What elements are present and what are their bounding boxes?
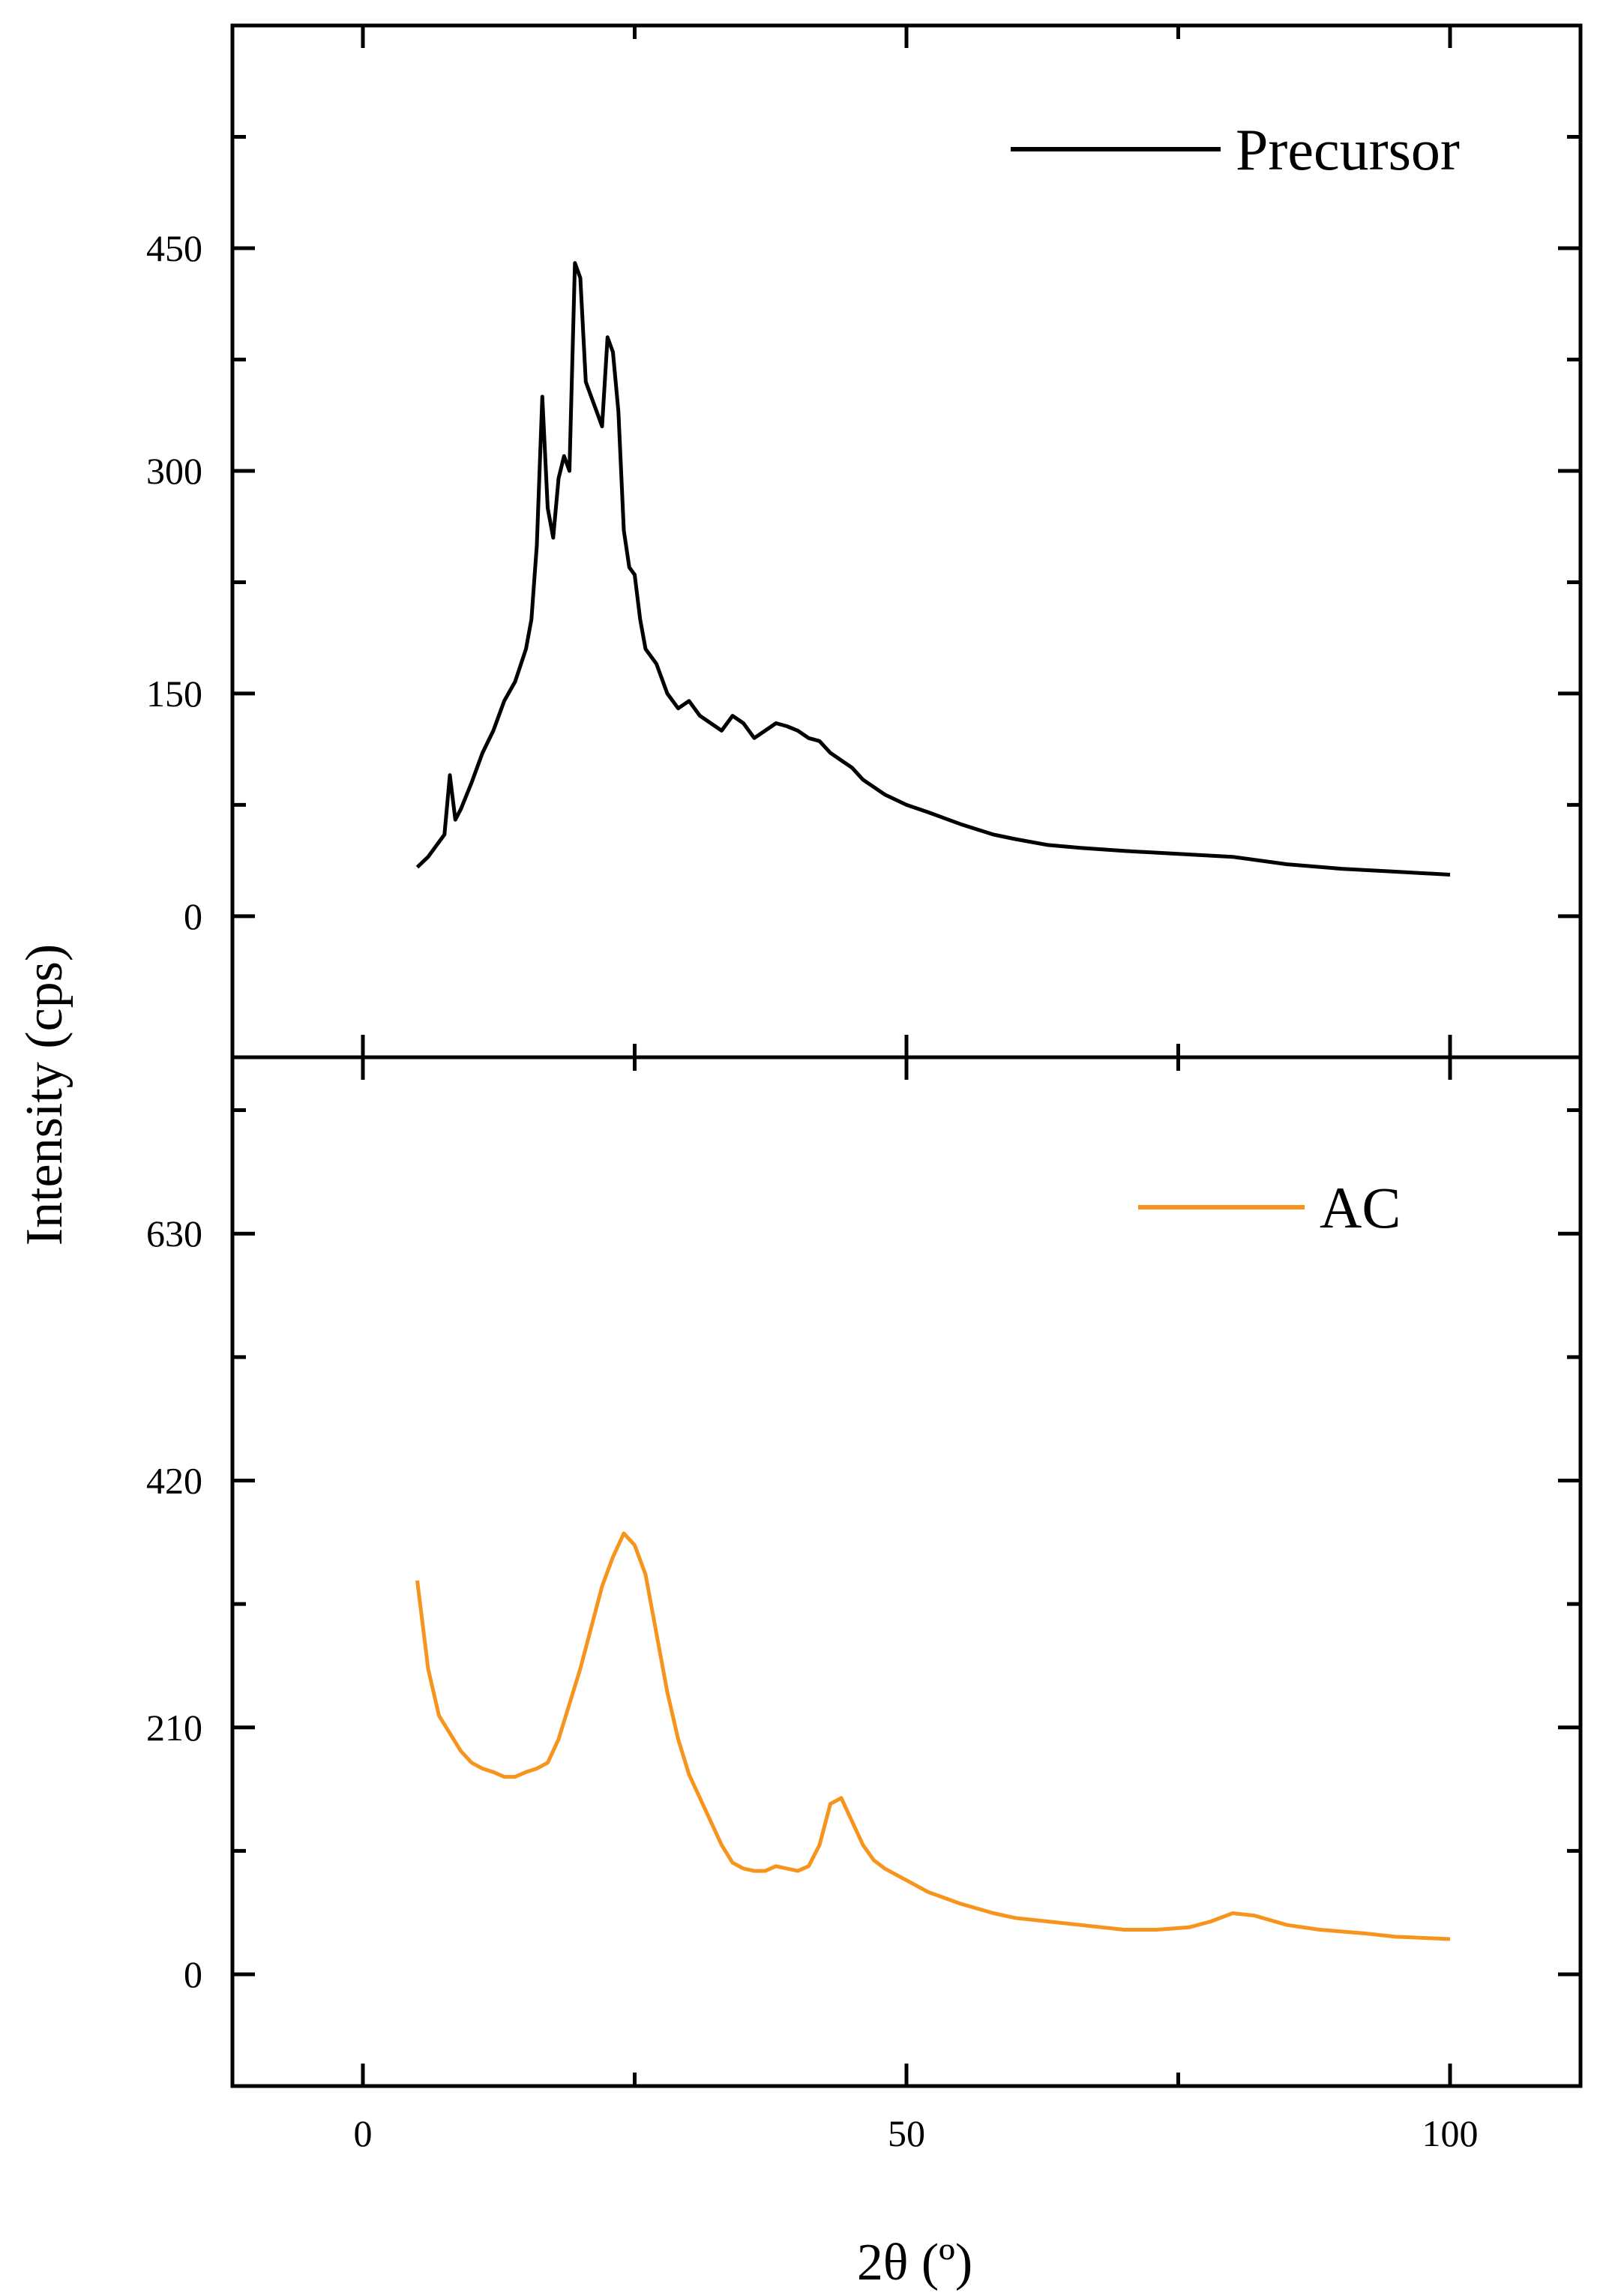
x-tick-label: 50 [888,2112,925,2154]
y-tick-label-1: 0 [184,895,202,937]
y-tick-label-1: 150 [146,673,202,715]
y-tick-label-2: 0 [184,1953,202,1995]
y-tick-label-2: 210 [146,1707,202,1749]
legend-label-precursor: Precursor [1236,117,1460,182]
plot-area: 0 150 300 450 Precursor 0 210 420 630 AC 0 50 100 [146,23,1583,2154]
y-tick-label-2: 420 [146,1459,202,1501]
series-line-ac [415,1531,1451,1941]
x-axis-title: 2θ (º) [857,2234,972,2292]
series-line-precursor [415,261,1451,877]
y-tick-label-1: 450 [146,227,202,269]
legend-label-ac: AC [1320,1175,1401,1240]
x-tick-label: 0 [354,2112,373,2154]
x-tick-label: 100 [1422,2112,1479,2154]
y-tick-label-2: 630 [146,1212,202,1254]
y-tick-label-1: 300 [146,450,202,492]
y-axis-title: Intensity (cps) [16,944,73,1245]
